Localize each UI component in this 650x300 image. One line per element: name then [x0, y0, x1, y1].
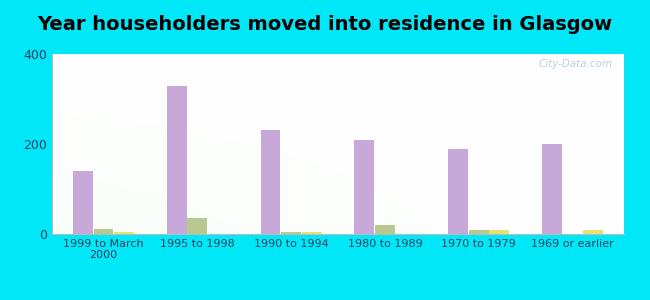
Text: City-Data.com: City-Data.com: [538, 59, 612, 69]
Bar: [354, 140, 374, 234]
Bar: [114, 232, 134, 234]
Bar: [167, 86, 187, 234]
Bar: [583, 230, 603, 234]
Bar: [302, 232, 322, 234]
Bar: [489, 230, 509, 234]
Bar: [469, 230, 489, 234]
Bar: [542, 144, 562, 234]
Bar: [94, 229, 113, 234]
Bar: [375, 225, 395, 234]
Bar: [281, 232, 301, 234]
Bar: [261, 130, 280, 234]
Text: Year householders moved into residence in Glasgow: Year householders moved into residence i…: [38, 15, 612, 34]
Bar: [187, 218, 207, 234]
Bar: [73, 171, 93, 234]
Bar: [448, 149, 468, 234]
